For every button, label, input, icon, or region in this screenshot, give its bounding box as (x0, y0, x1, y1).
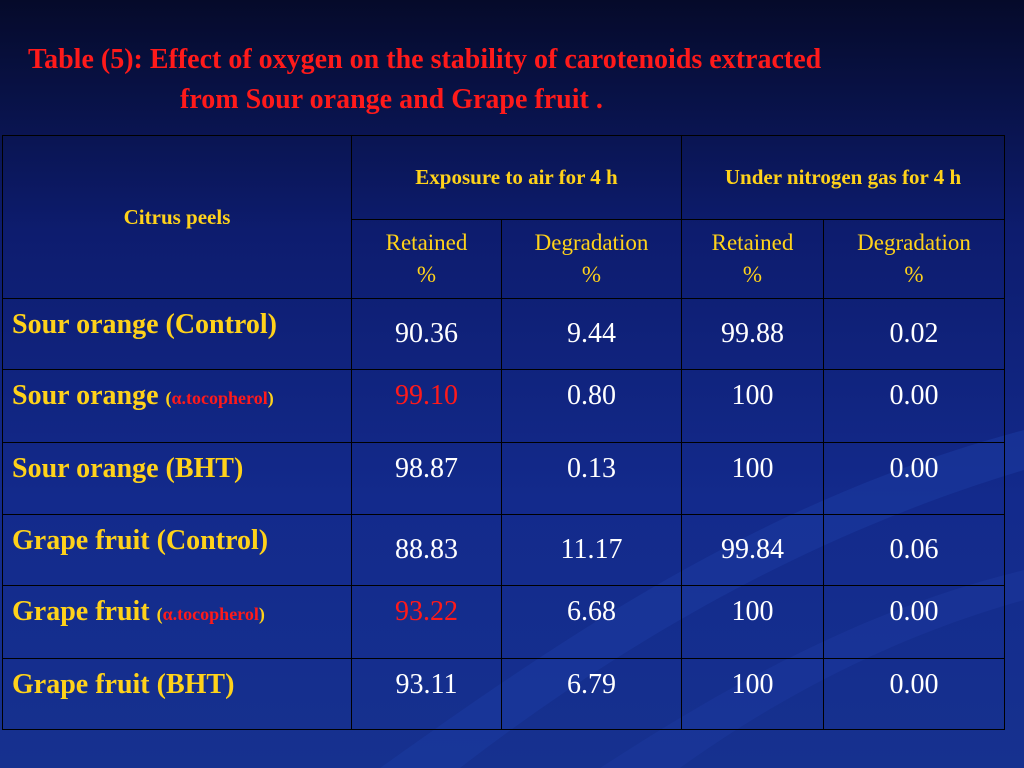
subheader-nitrogen-degradation: Degradation% (823, 219, 1005, 299)
table-row: Grape fruit (α.tocopherol) 93.22 6.68 10… (2, 585, 1005, 659)
cell-value: 88.83 (351, 514, 502, 586)
subheader-air-retained: Retained% (351, 219, 502, 299)
cell-value: 99.88 (681, 298, 824, 370)
cell-value: 99.84 (681, 514, 824, 586)
table-row: Sour orange (α.tocopherol) 99.10 0.80 10… (2, 369, 1005, 443)
cell-value: 98.87 (351, 442, 502, 515)
title-line-2: from Sour orange and Grape fruit . (180, 84, 603, 115)
cell-value: 0.13 (501, 442, 682, 515)
cell-value: 90.36 (351, 298, 502, 370)
table-row: Grape fruit (Control) 88.83 11.17 99.84 … (2, 514, 1005, 586)
cell-value-highlight: 93.22 (351, 585, 502, 659)
cell-value: 6.68 (501, 585, 682, 659)
cell-value: 100 (681, 369, 824, 443)
subheader-nitrogen-retained: Retained% (681, 219, 824, 299)
cell-value: 100 (681, 442, 824, 515)
slide-title: Table (5): Effect of oxygen on the stabi… (0, 40, 1024, 120)
title-line-1: Table (5): Effect of oxygen on the stabi… (28, 44, 822, 75)
table-row: Sour orange (Control) 90.36 9.44 99.88 0… (2, 298, 1005, 370)
row-label: Grape fruit (Control) (2, 514, 352, 586)
cell-value: 6.79 (501, 658, 682, 730)
subheader-air-degradation: Degradation% (501, 219, 682, 299)
cell-value: 0.00 (823, 369, 1005, 443)
cell-value: 9.44 (501, 298, 682, 370)
table-row: Grape fruit (BHT) 93.11 6.79 100 0.00 (2, 658, 1005, 730)
cell-value: 0.02 (823, 298, 1005, 370)
header-nitrogen: Under nitrogen gas for 4 h (681, 135, 1005, 220)
row-label: Sour orange (α.tocopherol) (2, 369, 352, 443)
results-table: Citrus peels Exposure to air for 4 h Und… (2, 135, 1005, 730)
row-label: Grape fruit (α.tocopherol) (2, 585, 352, 659)
row-label: Sour orange (Control) (2, 298, 352, 370)
table-row: Sour orange (BHT) 98.87 0.13 100 0.00 (2, 442, 1005, 515)
cell-value-highlight: 99.10 (351, 369, 502, 443)
cell-value: 0.00 (823, 585, 1005, 659)
cell-value: 0.00 (823, 442, 1005, 515)
cell-value: 0.06 (823, 514, 1005, 586)
cell-value: 100 (681, 585, 824, 659)
cell-value: 11.17 (501, 514, 682, 586)
row-label: Grape fruit (BHT) (2, 658, 352, 730)
header-air-exposure: Exposure to air for 4 h (351, 135, 682, 220)
cell-value: 100 (681, 658, 824, 730)
header-citrus-peels: Citrus peels (2, 135, 352, 299)
cell-value: 0.80 (501, 369, 682, 443)
row-label: Sour orange (BHT) (2, 442, 352, 515)
cell-value: 0.00 (823, 658, 1005, 730)
cell-value: 93.11 (351, 658, 502, 730)
